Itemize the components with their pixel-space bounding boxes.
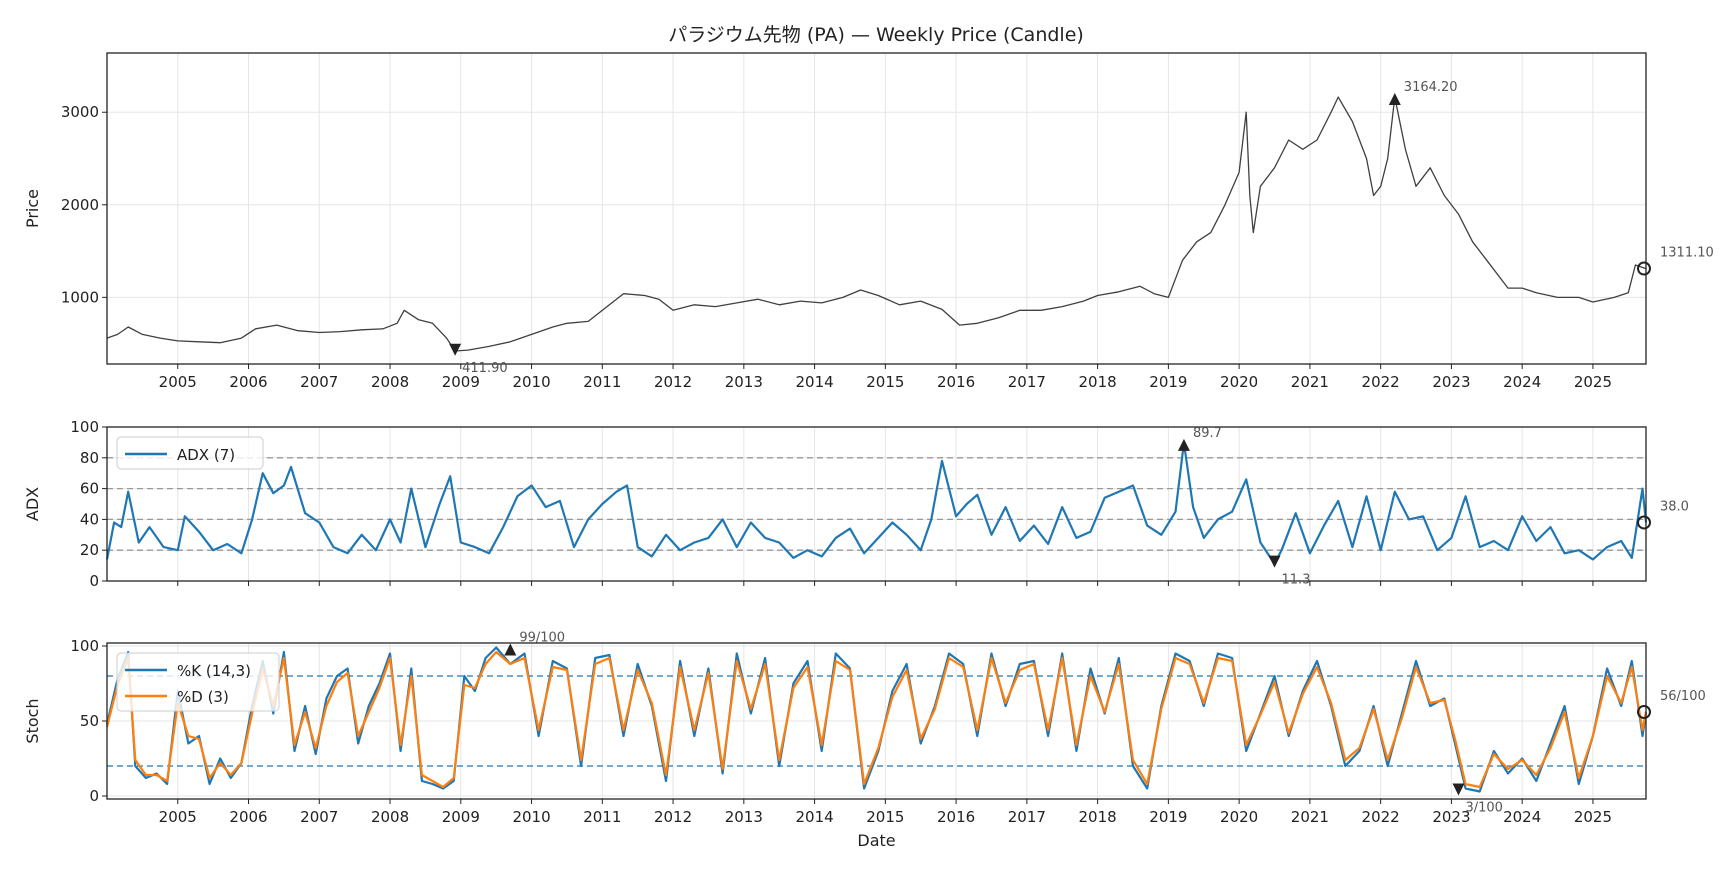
x-tick-label: 2005 (159, 373, 197, 391)
panel-adx: 0 20 40 60 80 100 ADX 89.7 11.3 38.0 ADX (7) (23, 418, 1689, 590)
x-tick-label: 2025 (1574, 808, 1612, 826)
series-line--k-14-3- (105, 646, 1648, 793)
y-tick-label: 2000 (61, 196, 99, 214)
x-tick-label: 2022 (1362, 808, 1400, 826)
x-tick-label: 2007 (300, 808, 338, 826)
y-tick-label: 100 (70, 418, 99, 436)
x-tick-label: 2012 (654, 373, 692, 391)
x-tick-label: 2018 (1079, 808, 1117, 826)
series-line-adx-7- (105, 441, 1648, 565)
max-marker-icon (504, 643, 517, 656)
x-tick-label: 2013 (725, 808, 763, 826)
x-tick-label: 2007 (300, 373, 338, 391)
x-tick-label: 2024 (1503, 373, 1541, 391)
x-tick-label: 2025 (1574, 373, 1612, 391)
x-tick-label: 2021 (1291, 808, 1329, 826)
x-tick-label: 2019 (1149, 373, 1187, 391)
series-line-price (106, 96, 1647, 352)
x-tick-label: 2022 (1362, 373, 1400, 391)
x-tick-label: 2015 (866, 808, 904, 826)
x-tick-label: 2008 (371, 808, 409, 826)
x-tick-label: 2017 (1008, 808, 1046, 826)
x-tick-label: 2021 (1291, 373, 1329, 391)
min-annotation: 3/100 (1465, 801, 1502, 816)
x-tick-label: 2009 (442, 373, 480, 391)
min-marker-icon (1452, 783, 1465, 796)
legend-entry: %K (14,3) (177, 662, 251, 680)
x-tick-label: 2020 (1220, 808, 1258, 826)
min-marker-icon (1268, 555, 1281, 568)
min-marker-icon (449, 343, 462, 356)
plot-frame (106, 52, 1647, 365)
y-tick-label: 100 (70, 637, 99, 655)
x-tick-label: 2006 (229, 808, 267, 826)
x-tick-label: 2005 (159, 808, 197, 826)
y-tick-label: 20 (80, 541, 99, 559)
series-line--d-3- (105, 650, 1648, 789)
max-annotation: 3164.20 (1404, 80, 1458, 95)
legend-box (116, 436, 264, 470)
x-tick-label: 2015 (866, 373, 904, 391)
x-tick-label: 2023 (1432, 373, 1470, 391)
legend-entry: ADX (7) (177, 446, 235, 464)
x-tick-label: 2016 (937, 373, 975, 391)
x-tick-label: 2011 (583, 808, 621, 826)
x-tick-label: 2006 (229, 373, 267, 391)
x-tick-label: 2024 (1503, 808, 1541, 826)
chart-title: パラジウム先物 (PA) — Weekly Price (Candle) (668, 24, 1084, 46)
x-tick-label: 2011 (583, 373, 621, 391)
x-tick-label: 2020 (1220, 373, 1258, 391)
x-tick-label: 2019 (1149, 808, 1187, 826)
y-axis-title: ADX (23, 487, 42, 521)
x-tick-label: 2012 (654, 808, 692, 826)
panel-stoch: 0 50 100 2005 2006 2007 2008 2009 2010 2011 2012 20… (23, 631, 1706, 851)
plot-frame (106, 426, 1647, 582)
y-tick-label: 1000 (61, 288, 99, 306)
x-axis-title: Date (857, 831, 895, 850)
x-tick-label: 2014 (795, 373, 833, 391)
max-marker-icon (1388, 93, 1401, 106)
x-tick-label: 2010 (512, 373, 550, 391)
x-tick-label: 2013 (725, 373, 763, 391)
max-marker-icon (1177, 438, 1190, 451)
y-tick-label: 40 (80, 510, 99, 528)
y-tick-label: 3000 (61, 103, 99, 121)
x-tick-label: 2010 (512, 808, 550, 826)
last-value-annotation: 56/100 (1660, 689, 1706, 704)
last-value-marker-icon (1637, 705, 1651, 719)
y-tick-label: 50 (80, 712, 99, 730)
y-axis-title: Stoch (23, 698, 42, 743)
last-value-marker-icon (1637, 515, 1651, 530)
min-annotation: 411.90 (462, 361, 508, 376)
y-tick-label: 0 (89, 572, 99, 590)
x-tick-label: 2014 (795, 808, 833, 826)
last-value-annotation: 1311.10 (1660, 246, 1714, 261)
y-tick-label: 80 (80, 449, 99, 467)
x-tick-label: 2017 (1008, 373, 1046, 391)
y-tick-label: 60 (80, 480, 99, 498)
y-tick-label: 0 (89, 787, 99, 805)
x-tick-label: 2009 (442, 808, 480, 826)
panel-price: 1000 2000 3000 2005 2006 2007 2008 2009 2010 2011… (23, 52, 1714, 391)
x-tick-label: 2018 (1079, 373, 1117, 391)
max-annotation: 99/100 (519, 631, 565, 646)
y-axis-title: Price (23, 189, 42, 228)
last-value-marker-icon (1637, 261, 1651, 276)
x-tick-label: 2008 (371, 373, 409, 391)
legend-entry: %D (3) (177, 688, 229, 706)
max-annotation: 89.7 (1193, 426, 1222, 441)
x-tick-label: 2023 (1432, 808, 1470, 826)
x-tick-label: 2016 (937, 808, 975, 826)
min-annotation: 11.3 (1282, 573, 1311, 588)
last-value-annotation: 38.0 (1660, 499, 1689, 514)
